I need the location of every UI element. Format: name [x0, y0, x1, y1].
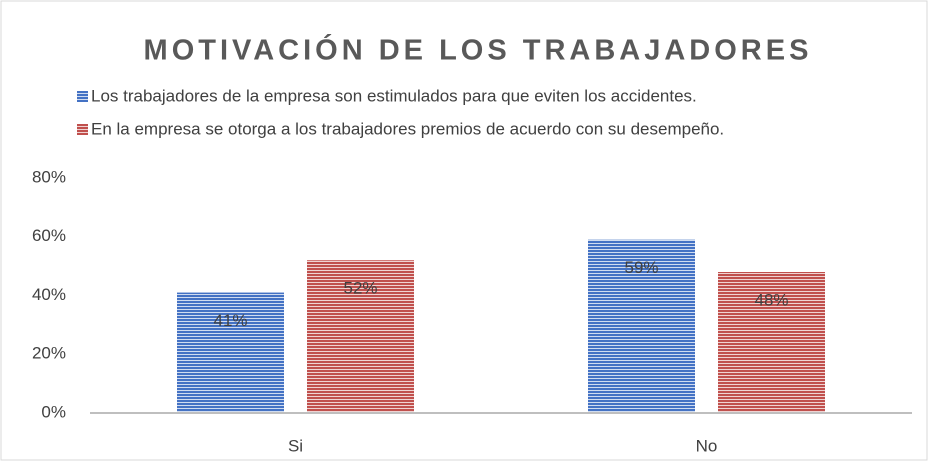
legend-label: En la empresa se otorga a los trabajador…	[91, 119, 724, 138]
chart-title: MOTIVACIÓN DE LOS TRABAJADORES	[144, 33, 813, 67]
bar	[588, 239, 695, 413]
legend-swatch	[77, 124, 88, 135]
bar	[177, 292, 284, 413]
x-tick-label: No	[696, 436, 718, 455]
legend-label: Los trabajadores de la empresa son estim…	[91, 86, 697, 105]
data-label: 41%	[213, 311, 247, 330]
y-tick-label: 80%	[32, 167, 66, 186]
y-tick-label: 40%	[32, 285, 66, 304]
data-label: 52%	[343, 279, 377, 298]
y-tick-label: 0%	[41, 402, 66, 421]
data-label: 59%	[624, 258, 658, 277]
bar	[307, 260, 414, 413]
data-label: 48%	[754, 290, 788, 309]
y-tick-label: 20%	[32, 344, 66, 363]
legend-swatch	[77, 91, 88, 102]
y-tick-label: 60%	[32, 226, 66, 245]
x-tick-label: Si	[288, 436, 303, 455]
bar	[718, 272, 825, 413]
